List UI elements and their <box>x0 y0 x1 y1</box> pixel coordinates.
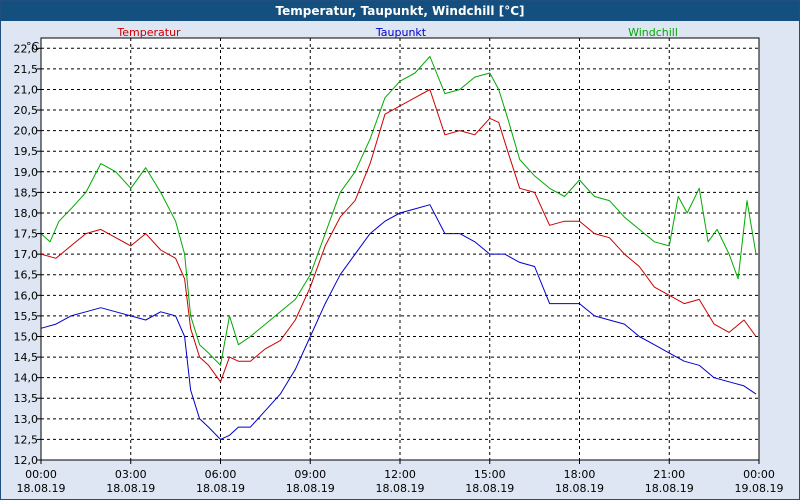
x-tick-time: 09:00 <box>294 468 326 481</box>
y-tick-label: 17,0 <box>14 248 39 261</box>
y-tick-label: 13,0 <box>14 413 39 426</box>
x-tick-date: 18.08.19 <box>196 482 245 495</box>
y-tick-label: 21,5 <box>14 63 39 76</box>
x-tick-date: 18.08.19 <box>17 482 66 495</box>
x-tick-time: 18:00 <box>564 468 596 481</box>
y-tick-label: 21,0 <box>14 83 39 96</box>
chart-title: Temperatur, Taupunkt, Windchill [°C] <box>1 1 799 21</box>
y-tick-label: 15,0 <box>14 330 39 343</box>
x-tick-date: 19.08.19 <box>735 482 784 495</box>
x-tick-time: 15:00 <box>474 468 506 481</box>
x-tick-time: 12:00 <box>384 468 416 481</box>
y-tick-label: 14,5 <box>14 351 39 364</box>
y-tick-label: 14,0 <box>14 372 39 385</box>
x-tick-date: 18.08.19 <box>286 482 335 495</box>
series-line-temperatur <box>40 89 757 383</box>
x-tick-time: 06:00 <box>205 468 237 481</box>
y-tick-label: 19,0 <box>14 166 39 179</box>
y-tick-label: 12,5 <box>14 433 39 446</box>
x-tick-time: 00:00 <box>25 468 57 481</box>
series-line-taupunkt <box>40 204 757 440</box>
y-tick-label: 20,5 <box>14 104 39 117</box>
x-tick-time: 03:00 <box>115 468 147 481</box>
plot-border <box>40 37 760 461</box>
y-tick-label: 13,5 <box>14 392 39 405</box>
legend-windchill: Windchill <box>628 26 678 39</box>
series-line-windchill <box>40 56 757 366</box>
x-tick-date: 18.08.19 <box>106 482 155 495</box>
y-tick-label: 12,0 <box>14 454 39 467</box>
x-tick-time: 00:00 <box>743 468 775 481</box>
x-tick-time: 21:00 <box>653 468 685 481</box>
y-axis-unit-label: °C <box>26 40 40 53</box>
y-tick-label: 15,5 <box>14 310 39 323</box>
y-tick-label: 16,5 <box>14 269 39 282</box>
y-tick-label: 22,0 <box>14 42 39 55</box>
y-tick-label: 19,5 <box>14 145 39 158</box>
y-tick-label: 18,5 <box>14 186 39 199</box>
legend-temperatur: Temperatur <box>116 26 181 39</box>
x-tick-date: 18.08.19 <box>645 482 694 495</box>
x-tick-date: 18.08.19 <box>555 482 604 495</box>
y-tick-label: 20,0 <box>14 125 39 138</box>
y-tick-label: 18,0 <box>14 207 39 220</box>
x-tick-date: 18.08.19 <box>465 482 514 495</box>
legend-taupunkt: Taupunkt <box>375 26 427 39</box>
y-tick-label: 17,5 <box>14 228 39 241</box>
y-tick-label: 16,0 <box>14 289 39 302</box>
x-tick-date: 18.08.19 <box>376 482 425 495</box>
